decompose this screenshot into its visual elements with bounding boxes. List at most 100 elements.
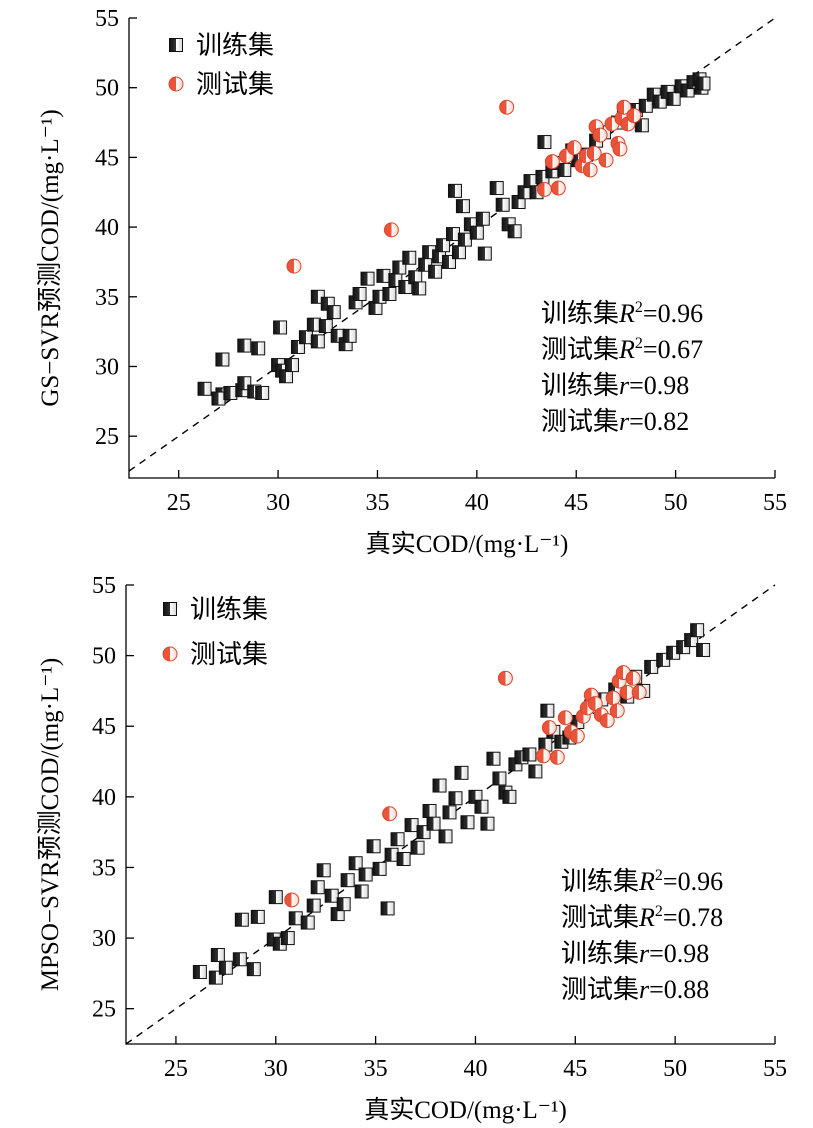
train-point (432, 778, 447, 793)
train-point (557, 162, 572, 177)
train-point (457, 232, 472, 247)
train-point (438, 829, 453, 844)
train-point (366, 839, 381, 854)
train-point (522, 747, 537, 762)
train-point (306, 898, 321, 913)
train-point (448, 791, 463, 806)
train-point (426, 816, 441, 831)
train-point (237, 338, 252, 353)
test-point (612, 141, 628, 157)
train-point (507, 224, 522, 239)
train-point (318, 319, 333, 334)
y-tick-labels: 25 30 35 40 45 50 55 (95, 6, 119, 450)
train-point (666, 91, 681, 106)
train-point (475, 211, 490, 226)
train-point (412, 281, 427, 296)
train-point (255, 385, 270, 400)
train-point (288, 911, 303, 926)
legend-label: 训练集 (190, 595, 268, 624)
train-point (215, 352, 230, 367)
test-point (599, 713, 615, 729)
x-tick-label: 55 (763, 490, 787, 516)
test-point (544, 154, 560, 170)
train-point (644, 659, 659, 674)
train-point (310, 880, 325, 895)
y-tick-label: 30 (95, 354, 119, 380)
train-point (268, 890, 283, 905)
train-point (469, 225, 484, 240)
stats-line: 训练集r=0.98 (561, 939, 709, 968)
train-point (340, 873, 355, 888)
train-point (454, 765, 469, 780)
train-point (382, 287, 397, 301)
axis-ticks (129, 17, 776, 478)
train-point (404, 818, 419, 833)
test-point (631, 684, 647, 700)
y-axis-label: GS−SVR预测COD/(mg·L⁻¹) (36, 109, 64, 406)
x-axis-label: 真实COD/(mg·L⁻¹) (366, 530, 569, 558)
stats-line: 测试集r=0.82 (541, 407, 689, 436)
legend-marker-train (163, 602, 177, 616)
train-point (326, 305, 341, 320)
train-point (537, 135, 552, 150)
legend-label: 测试集 (196, 70, 274, 99)
train-point (246, 962, 261, 977)
train-point (384, 847, 399, 862)
x-tick-label: 40 (465, 490, 489, 516)
chart-panel-gs-svr: 25 30 35 40 45 50 55 25 30 35 40 45 50 55 真实COD/(mg·… (36, 6, 787, 558)
axis-frame (125, 585, 775, 1045)
train-point (360, 271, 375, 286)
test-point (609, 703, 625, 719)
train-point (410, 840, 425, 855)
test-point (535, 748, 551, 764)
test-point (605, 690, 621, 706)
y-tick-label: 30 (92, 926, 116, 952)
test-point (557, 710, 573, 726)
legend-label: 测试集 (190, 640, 268, 669)
test-point (497, 670, 513, 686)
train-point (474, 799, 489, 814)
y-axis-label: MPSO−SVR预测COD/(mg·L⁻¹) (36, 658, 64, 991)
y-tick-label: 35 (95, 285, 119, 311)
x-tick-label: 50 (664, 490, 688, 516)
y-tick-label: 25 (95, 424, 119, 450)
train-point (316, 863, 331, 878)
train-point (402, 250, 417, 265)
train-point (352, 287, 367, 301)
train-point (489, 181, 504, 196)
train-point (634, 118, 649, 133)
test-point (549, 749, 565, 765)
train-point (306, 317, 321, 332)
train-point (447, 183, 462, 198)
test-point (284, 892, 300, 908)
stats-line: 训练集R2=0.96 (561, 867, 723, 896)
stats-line: 测试集R2=0.67 (541, 335, 703, 364)
train-point (310, 334, 325, 349)
train-point (284, 358, 299, 373)
train-point (358, 867, 373, 882)
scatter-points (192, 623, 711, 985)
train-point (197, 381, 212, 396)
test-point (541, 720, 557, 736)
train-point (210, 948, 225, 963)
legend-marker-train (169, 38, 183, 52)
x-tick-label: 30 (266, 490, 290, 516)
x-tick-labels: 25 30 35 40 45 50 55 (167, 490, 787, 516)
train-point (451, 245, 466, 260)
test-point (616, 99, 632, 115)
axis-frame (128, 18, 775, 479)
train-point (211, 391, 226, 406)
y-tick-label: 55 (95, 6, 119, 32)
stats-annotation: 训练集R2=0.96 测试集R2=0.78 训练集r=0.98 测试集r=0.88 (561, 867, 723, 1004)
train-point (696, 642, 711, 657)
y-tick-label: 25 (92, 997, 116, 1023)
stats-annotation: 训练集R2=0.96 测试集R2=0.67 训练集r=0.98 测试集r=0.82 (541, 299, 703, 436)
x-tick-label: 55 (763, 1056, 787, 1082)
stats-line: 测试集R2=0.78 (561, 903, 723, 932)
train-point (300, 915, 315, 930)
train-point (372, 861, 387, 876)
test-point (383, 222, 399, 238)
test-point (569, 728, 585, 744)
train-point (223, 385, 238, 400)
legend-marker-test (162, 646, 178, 662)
